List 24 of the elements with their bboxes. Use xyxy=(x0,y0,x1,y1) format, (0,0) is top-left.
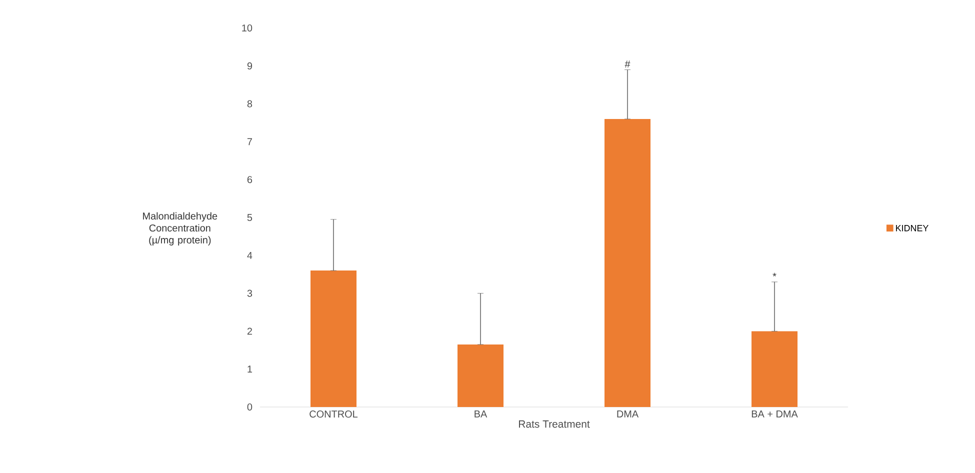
bar xyxy=(458,344,504,407)
x-axis-title: Rats Treatment xyxy=(519,420,590,428)
y-axis-title: Malondialdehyde Concentration (µ/mg protein) xyxy=(143,212,218,246)
x-tick-label: BA + DMA xyxy=(752,410,798,418)
y-tick-label: 8 xyxy=(247,100,252,108)
y-tick-label: 10 xyxy=(242,24,252,32)
x-tick-label: BA xyxy=(474,410,488,418)
bar xyxy=(752,331,798,407)
bar xyxy=(310,270,357,407)
annotation: # xyxy=(624,60,630,68)
annotation: * xyxy=(772,272,776,276)
y-tick-label: 9 xyxy=(247,62,252,70)
y-tick-label: 2 xyxy=(247,328,252,335)
y-tick-label: 5 xyxy=(247,214,252,221)
x-tick-label: DMA xyxy=(617,410,639,418)
y-tick-label: 3 xyxy=(247,290,252,297)
y-tick-label: 6 xyxy=(247,176,252,184)
y-tick-label: 4 xyxy=(247,252,252,259)
y-tick-label: 7 xyxy=(247,138,252,146)
y-tick-label: 0 xyxy=(247,403,252,411)
y-tick-label: 1 xyxy=(248,366,252,373)
x-tick-label: CONTROL xyxy=(310,410,358,418)
legend-label: KIDNEY xyxy=(896,225,928,232)
bar xyxy=(604,118,651,407)
